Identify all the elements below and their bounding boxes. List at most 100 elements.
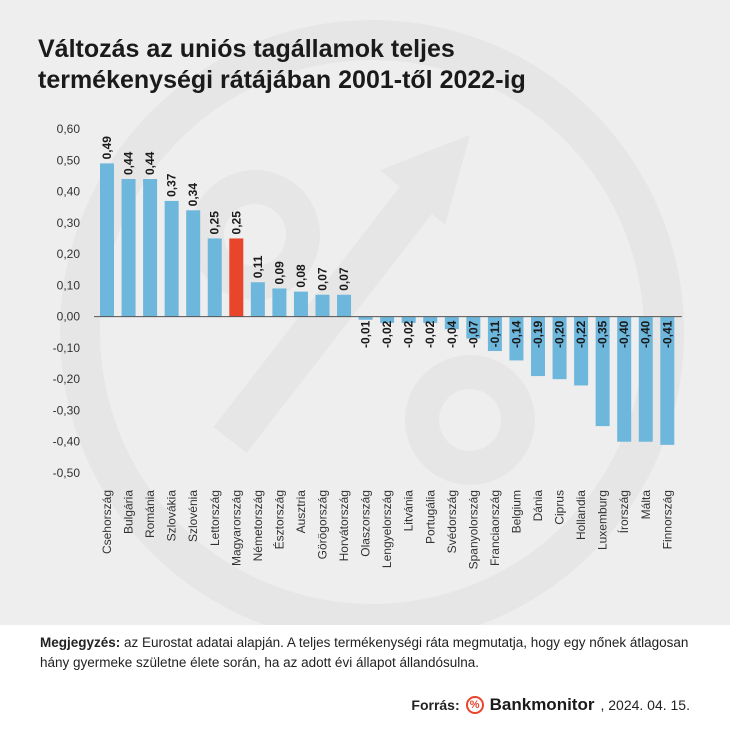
y-tick-label: 0,10 [57, 278, 81, 292]
bar-chart: 0,60 0,50 0,40 0,30 0,20 0,10 0,00 -0,10 -0,20 -0… [53, 122, 682, 569]
y-tick-label: 0,40 [57, 185, 81, 199]
x-tick-label: Ciprus [553, 490, 567, 525]
bar [595, 316, 610, 427]
bar [272, 288, 287, 317]
title-line-2: termékenységi rátájában 2001-től 2022-ig [38, 66, 526, 94]
data-label: -0,07 [466, 320, 480, 348]
y-tick-label: -0,50 [53, 466, 81, 480]
source-label: Forrás: [411, 697, 460, 713]
bar [293, 291, 308, 317]
y-tick-label: 0,30 [57, 216, 81, 230]
bar [186, 210, 201, 317]
bar [100, 163, 114, 317]
data-label: -0,40 [617, 320, 631, 348]
x-tick-label: Görögország [316, 490, 330, 559]
data-label: 0,34 [186, 183, 200, 207]
y-tick-label: 0,60 [57, 122, 81, 136]
data-label: 0,07 [337, 267, 351, 291]
x-tick-label: Ausztria [294, 490, 308, 534]
bar [250, 282, 265, 317]
x-tick-label: Észtország [271, 490, 286, 549]
x-tick-label: Portugália [423, 490, 437, 544]
data-label: 0,08 [294, 264, 308, 288]
data-label: -0,02 [423, 320, 437, 348]
data-label: 0,09 [272, 261, 286, 285]
bar [531, 316, 545, 377]
x-tick-label: Finnország [660, 490, 674, 549]
bar [487, 316, 502, 352]
x-tick-label: Bulgária [122, 490, 136, 534]
x-tick-label: Csehország [100, 490, 114, 554]
x-tick-label: Spanyolország [466, 490, 480, 569]
bar [638, 316, 653, 442]
bar [552, 316, 567, 380]
brand-name: Bankmonitor [489, 695, 595, 714]
bar [121, 179, 136, 317]
x-tick-label: Belgium [509, 490, 523, 533]
data-label: -0,04 [445, 320, 459, 348]
y-tick-label: 0,20 [57, 247, 81, 261]
x-tick-label: Szlovénia [186, 490, 200, 542]
x-tick-label: Románia [143, 490, 157, 538]
data-label: 0,44 [143, 151, 157, 175]
x-tick-label: Litvánia [402, 490, 416, 532]
data-label: 0,49 [100, 136, 114, 160]
y-tick-label: -0,10 [53, 341, 81, 355]
data-label: -0,35 [596, 320, 610, 348]
data-label: 0,07 [316, 267, 330, 291]
bar [509, 316, 524, 361]
bar [574, 316, 589, 386]
data-label: -0,41 [660, 320, 674, 348]
x-tick-label: Franciaország [488, 490, 502, 566]
data-label: -0,40 [639, 320, 653, 348]
y-tick-label: -0,40 [53, 435, 81, 449]
note-text: az Eurostat adatai alapján. A teljes ter… [40, 635, 689, 670]
data-label: -0,20 [553, 320, 567, 348]
bar [315, 294, 330, 317]
data-label: -0,02 [380, 320, 394, 348]
x-tick-label: Németország [251, 490, 265, 561]
bar [444, 316, 459, 330]
y-tick-label: 0,50 [57, 153, 81, 167]
data-label: 0,25 [229, 211, 243, 235]
bar [423, 316, 438, 323]
bar [358, 316, 373, 320]
footnote: Megjegyzés: az Eurostat adatai alapján. … [40, 633, 700, 673]
y-tick-label: 0,00 [57, 310, 81, 324]
x-tick-label: Írország [616, 490, 631, 533]
data-label: -0,02 [402, 320, 416, 348]
y-tick-label: -0,30 [53, 403, 81, 417]
x-tick-label: Szlovákia [165, 490, 179, 542]
data-label: 0,44 [122, 151, 136, 175]
bar [380, 316, 395, 323]
source-date: , 2024. 04. 15. [600, 697, 690, 713]
note-label: Megjegyzés: [40, 635, 121, 650]
x-tick-label: Lettország [208, 490, 222, 546]
chart-title: Változás az uniós tagállamok teljes term… [38, 34, 688, 96]
bar [401, 316, 416, 323]
y-tick-label: -0,20 [53, 372, 81, 386]
bar [164, 200, 179, 317]
bar [617, 316, 632, 442]
data-label: -0,01 [359, 320, 373, 348]
title-line-1: Változás az uniós tagállamok teljes [38, 35, 455, 63]
data-label: -0,22 [574, 320, 588, 348]
chart-panel: Változás az uniós tagállamok teljes term… [0, 0, 730, 625]
x-tick-label: Olaszország [359, 490, 373, 557]
x-tick-label: Lengyelország [380, 490, 394, 568]
data-label: -0,19 [531, 320, 545, 348]
x-tick-label: Luxemburg [596, 490, 610, 550]
bar [207, 238, 222, 317]
bar [143, 179, 158, 317]
data-label: 0,37 [165, 173, 179, 197]
data-label: -0,11 [488, 320, 502, 347]
data-label: -0,14 [509, 320, 523, 348]
x-tick-label: Horvátország [337, 490, 351, 561]
x-tick-label: Svédország [445, 490, 459, 553]
x-tick-label: Málta [639, 490, 653, 520]
percent-logo-icon: % [465, 696, 484, 714]
source-line: Forrás: % Bankmonitor , 2024. 04. 15. [411, 695, 690, 715]
data-label: 0,25 [208, 211, 222, 235]
bar [229, 238, 244, 317]
x-tick-label: Hollandia [574, 490, 588, 540]
